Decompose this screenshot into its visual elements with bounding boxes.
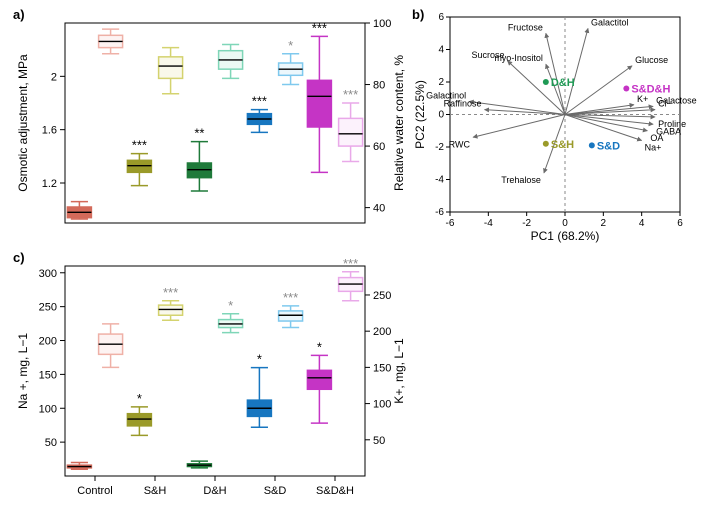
biplot-panel: b) -6 -4 -2 0 2 4 6 -6 -4 -2 0 2 4 6 PC1 (68.2%) PC2 (22… <box>412 7 697 243</box>
y-left-label: Na +, mg, L−1 <box>16 333 30 409</box>
sig-marker: * <box>288 38 293 53</box>
sig-marker: *** <box>252 94 267 109</box>
sig-marker: * <box>228 298 233 313</box>
pca-point <box>543 141 549 147</box>
svg-text:100: 100 <box>373 399 391 411</box>
pca-vector <box>565 66 632 115</box>
sig-marker: *** <box>132 138 147 153</box>
svg-text:-2: -2 <box>435 142 444 153</box>
pca-vector-label: Na+ <box>645 143 662 153</box>
x-cat-label: S&D <box>264 485 287 497</box>
svg-text:2: 2 <box>51 71 57 83</box>
svg-text:2: 2 <box>601 218 607 229</box>
sig-marker: * <box>317 339 322 354</box>
pca-vector-label: Glucose <box>635 55 668 65</box>
sig-marker: *** <box>163 285 178 300</box>
svg-text:-4: -4 <box>435 175 444 186</box>
x-cat-label: S&D&H <box>316 485 354 497</box>
sig-marker: *** <box>312 20 327 35</box>
pca-point-label: S&D&H <box>631 84 670 96</box>
y-right-label: Relative water content, % <box>392 55 406 191</box>
pca-vector-label: Raffinose <box>444 99 482 109</box>
pca-point-label: S&H <box>551 139 574 151</box>
svg-text:0: 0 <box>438 110 444 121</box>
svg-text:100: 100 <box>373 18 391 30</box>
sig-marker: * <box>257 352 262 367</box>
svg-text:-2: -2 <box>522 218 531 229</box>
svg-text:200: 200 <box>39 336 57 348</box>
y-axis-label: PC2 (22.5%) <box>413 80 427 149</box>
svg-text:50: 50 <box>45 437 57 449</box>
pca-vector <box>546 33 565 114</box>
svg-text:0: 0 <box>562 218 568 229</box>
pca-vector <box>473 115 565 138</box>
pca-point <box>623 86 629 92</box>
x-cat-label: S&H <box>144 485 167 497</box>
svg-text:40: 40 <box>373 203 385 215</box>
svg-text:200: 200 <box>373 326 391 338</box>
figure-svg: a)1.21.62406080100Osmotic adjustment, MP… <box>0 0 709 510</box>
sig-marker: *** <box>343 87 358 102</box>
sig-marker: * <box>137 391 142 406</box>
pca-vector <box>469 102 565 115</box>
sig-marker: *** <box>283 290 298 305</box>
x-cat-label: Control <box>77 485 112 497</box>
box-panel: c) 50 100 150 200 250 300 50 100 150 200 250 Na +, m… <box>13 250 406 497</box>
box-panel: a) 1.2 1.6 2 40 60 80 100 Osmotic adjustment, MP… <box>13 7 406 223</box>
svg-text:150: 150 <box>373 362 391 374</box>
svg-text:-6: -6 <box>446 218 455 229</box>
pca-vector-label: Fructose <box>508 22 543 32</box>
panel-label: c) <box>13 250 25 265</box>
pca-point-label: D&H <box>551 77 575 89</box>
pca-vector <box>546 64 565 114</box>
pca-vector <box>485 110 566 115</box>
x-axis-label: PC1 (68.2%) <box>531 229 600 243</box>
pca-vector-label: myo-Inositol <box>494 53 543 63</box>
svg-text:250: 250 <box>39 302 57 314</box>
svg-text:250: 250 <box>373 290 391 302</box>
pca-point-label: S&D <box>597 140 620 152</box>
svg-text:4: 4 <box>438 45 444 56</box>
svg-text:300: 300 <box>39 268 57 280</box>
pca-point <box>589 142 595 148</box>
pca-vector <box>565 28 588 114</box>
figure: a)1.21.62406080100Osmotic adjustment, MP… <box>0 0 709 510</box>
boxplot-box <box>307 370 331 389</box>
pca-vector-label: Cl− <box>658 99 672 109</box>
y-right-label: K+, mg, L−1 <box>392 338 406 404</box>
sig-marker: ** <box>194 126 204 141</box>
pca-vector-label: Galactitol <box>591 17 629 27</box>
svg-text:6: 6 <box>677 218 683 229</box>
pca-vector-label: RWC <box>449 139 471 149</box>
svg-text:80: 80 <box>373 80 385 92</box>
svg-text:-4: -4 <box>484 218 493 229</box>
svg-text:100: 100 <box>39 403 57 415</box>
x-cat-label: D&H <box>203 485 226 497</box>
svg-text:-6: -6 <box>435 207 444 218</box>
svg-text:150: 150 <box>39 369 57 381</box>
svg-text:6: 6 <box>438 12 444 23</box>
panel-label: b) <box>412 7 424 22</box>
pca-vector-label: Trehalose <box>501 175 541 185</box>
svg-text:1.2: 1.2 <box>42 178 57 190</box>
svg-text:1.6: 1.6 <box>42 125 57 137</box>
y-left-label: Osmotic adjustment, MPa <box>16 54 30 192</box>
svg-text:50: 50 <box>373 435 385 447</box>
sig-marker: *** <box>343 256 358 271</box>
svg-text:2: 2 <box>438 77 444 88</box>
panel-label: a) <box>13 7 25 22</box>
pca-vector-label: OA <box>650 133 663 143</box>
pca-point <box>543 79 549 85</box>
svg-text:60: 60 <box>373 141 385 153</box>
svg-text:4: 4 <box>639 218 645 229</box>
boxplot-box <box>307 80 331 127</box>
